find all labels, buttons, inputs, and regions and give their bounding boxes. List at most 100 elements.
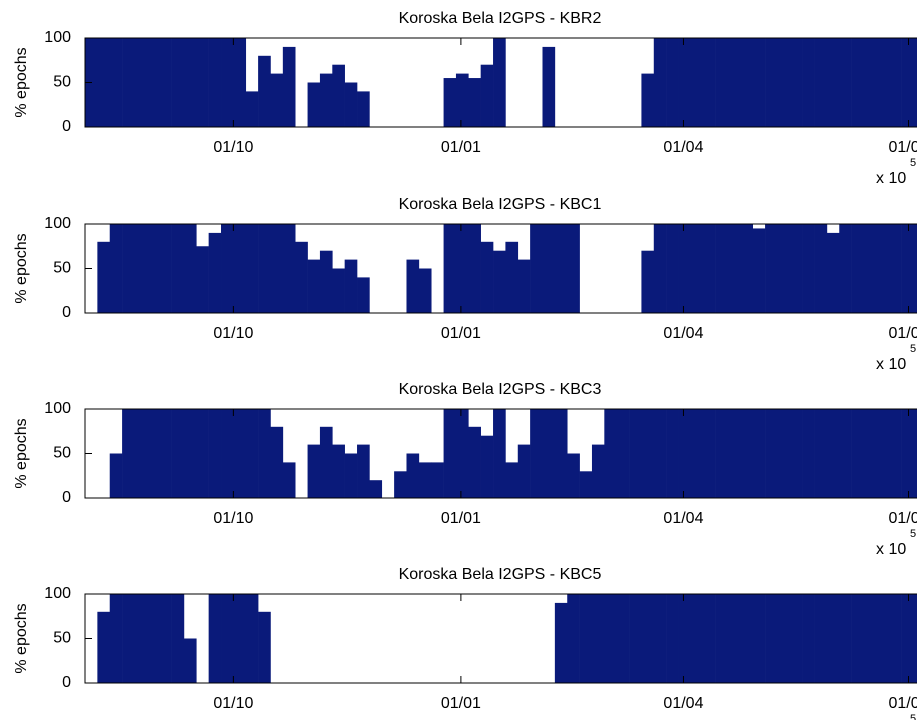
bar	[221, 224, 234, 313]
y-tick-label: 50	[53, 445, 71, 462]
bar	[777, 38, 791, 127]
bar	[752, 228, 766, 313]
bar	[802, 409, 815, 498]
bar	[715, 224, 729, 313]
bar	[468, 426, 481, 498]
bar	[258, 611, 271, 683]
bar	[245, 594, 259, 683]
bar	[653, 594, 667, 683]
bar	[777, 594, 791, 683]
bar	[146, 38, 160, 127]
bar	[344, 259, 358, 313]
bar	[282, 46, 296, 127]
bar	[455, 73, 469, 127]
bar	[913, 594, 917, 683]
bar	[752, 38, 766, 127]
bar	[851, 409, 865, 498]
bar	[146, 409, 160, 498]
bar	[641, 73, 655, 127]
bar	[109, 38, 123, 127]
bar	[233, 409, 247, 498]
bar	[777, 224, 791, 313]
bar	[443, 409, 457, 498]
bar	[851, 594, 865, 683]
bar	[233, 594, 247, 683]
bar	[196, 409, 209, 498]
bar	[171, 594, 185, 683]
bar	[97, 241, 111, 313]
bar	[653, 409, 667, 498]
bar	[888, 594, 902, 683]
bar	[579, 594, 593, 683]
x-tick-label: 01/10	[213, 139, 253, 156]
bar	[913, 224, 917, 313]
bar	[97, 611, 111, 683]
bar	[888, 224, 902, 313]
x-tick-label: 01/07	[888, 139, 917, 156]
bar	[357, 444, 370, 498]
bar	[579, 471, 593, 498]
bar	[418, 268, 432, 313]
bar	[196, 246, 209, 313]
bar	[765, 38, 778, 127]
bar	[406, 259, 420, 313]
x-tick-label: 01/10	[213, 510, 253, 527]
y-axis-label: % epochs	[13, 47, 30, 117]
bar	[888, 409, 902, 498]
bar	[863, 594, 877, 683]
bar	[678, 38, 692, 127]
bar	[913, 38, 917, 127]
bar	[208, 594, 222, 683]
bar	[851, 38, 865, 127]
x-tick-label: 01/04	[663, 695, 703, 712]
bar	[307, 259, 321, 313]
bar	[245, 224, 259, 313]
bar	[814, 594, 828, 683]
bar	[443, 224, 457, 313]
bar	[641, 409, 655, 498]
bar	[876, 594, 890, 683]
chart-title: Koroska Bela I2GPS - KBC1	[399, 196, 602, 213]
bar	[159, 594, 172, 683]
bar	[171, 409, 185, 498]
bar	[876, 409, 890, 498]
bar	[468, 78, 481, 127]
bar	[134, 594, 148, 683]
bar	[567, 453, 580, 498]
bar	[554, 409, 568, 498]
bar	[270, 73, 284, 127]
bar	[666, 224, 679, 313]
bar	[418, 462, 432, 498]
bar	[839, 38, 852, 127]
bar	[221, 38, 234, 127]
x-tick-label: 01/04	[663, 510, 703, 527]
bar	[109, 453, 123, 498]
bar	[394, 471, 407, 498]
x-exponent: 5	[910, 528, 916, 540]
y-axis-label: % epochs	[13, 418, 30, 488]
chart-title: Koroska Bela I2GPS - KBR2	[399, 10, 602, 27]
bar	[727, 224, 741, 313]
bar	[752, 409, 766, 498]
bar	[344, 82, 358, 127]
x-tick-label: 01/07	[888, 325, 917, 342]
bar	[357, 91, 370, 127]
bar	[752, 594, 766, 683]
bar	[740, 38, 754, 127]
x-tick-label: 01/07	[888, 510, 917, 527]
bar	[863, 224, 877, 313]
bar	[282, 224, 296, 313]
y-tick-label: 100	[44, 400, 71, 417]
chart-title: Koroska Bela I2GPS - KBC3	[399, 381, 602, 398]
x-tick-label: 01/01	[441, 325, 481, 342]
bar	[480, 435, 494, 498]
y-tick-label: 0	[62, 118, 71, 135]
x-exponent: 5	[910, 157, 916, 169]
y-tick-label: 0	[62, 674, 71, 691]
y-tick-label: 100	[44, 29, 71, 46]
y-tick-label: 0	[62, 489, 71, 506]
y-tick-label: 50	[53, 260, 71, 277]
bar	[258, 224, 271, 313]
bar	[901, 38, 914, 127]
